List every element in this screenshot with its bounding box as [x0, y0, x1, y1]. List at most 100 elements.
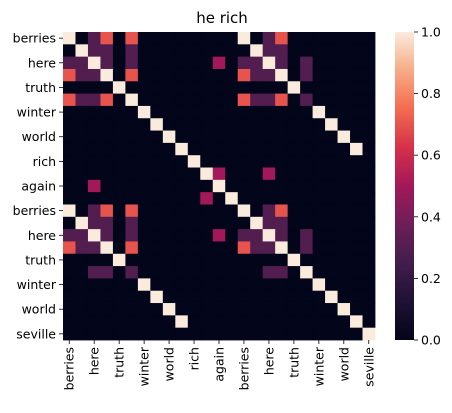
heatmap-cell	[325, 290, 338, 304]
heatmap-cell	[187, 290, 201, 304]
heatmap-cell	[212, 105, 226, 119]
heatmap-cell	[237, 179, 251, 193]
heatmap-cell	[75, 229, 89, 242]
heatmap-cell	[312, 56, 326, 70]
heatmap-cell	[225, 167, 239, 181]
heatmap-cell	[275, 44, 289, 58]
heatmap-cell	[362, 290, 376, 304]
heatmap-cell	[150, 118, 164, 131]
heatmap-cell	[175, 303, 189, 316]
heatmap-cell	[63, 278, 76, 292]
heatmap-cell	[137, 253, 151, 267]
heatmap-cell	[87, 118, 101, 131]
heatmap-cell	[337, 216, 351, 230]
heatmap-cell	[75, 68, 89, 82]
heatmap-cell	[237, 253, 251, 267]
heatmap-cell	[175, 118, 189, 131]
heatmap-cell	[362, 44, 376, 58]
heatmap-cell	[75, 56, 89, 70]
colorbar-tick-label: 0.4	[421, 209, 441, 224]
heatmap-cell	[275, 253, 289, 267]
heatmap-cell	[175, 266, 189, 279]
heatmap-cell	[250, 81, 264, 94]
heatmap-cell	[112, 142, 126, 156]
heatmap-cell	[237, 155, 251, 168]
heatmap-cell	[225, 266, 239, 279]
heatmap-cell	[100, 56, 114, 70]
heatmap-cell	[362, 216, 376, 230]
heatmap-cell	[212, 327, 226, 341]
heatmap-cell	[150, 327, 164, 341]
heatmap-cell	[300, 81, 313, 94]
heatmap-cell	[312, 253, 326, 267]
heatmap-cell	[187, 204, 201, 218]
heatmap-cell	[300, 229, 313, 242]
heatmap-cell	[63, 105, 76, 119]
heatmap-cell	[162, 167, 176, 181]
heatmap-cell	[125, 229, 139, 242]
heatmap-cell	[175, 241, 189, 255]
heatmap-cell	[287, 56, 301, 70]
heatmap-cell	[100, 229, 114, 242]
heatmap-cell	[75, 179, 89, 193]
heatmap-cell	[337, 204, 351, 218]
heatmap-cell	[63, 266, 76, 279]
heatmap-cell	[237, 93, 251, 107]
heatmap-cell	[125, 241, 139, 255]
heatmap-cell	[125, 32, 139, 45]
heatmap-cell	[112, 155, 126, 168]
column-tick-label: berries	[62, 347, 77, 390]
heatmap-cell	[350, 56, 363, 70]
heatmap-cell	[362, 253, 376, 267]
heatmap-cell	[137, 93, 151, 107]
heatmap-cell	[250, 155, 264, 168]
heatmap-cell	[237, 118, 251, 131]
heatmap-cell	[312, 315, 326, 329]
heatmap-cell	[287, 93, 301, 107]
heatmap-cell	[312, 93, 326, 107]
heatmap-cell	[237, 68, 251, 82]
heatmap-cell	[125, 315, 139, 329]
heatmap-cell	[287, 241, 301, 255]
heatmap-cell	[275, 118, 289, 131]
heatmap-cell	[300, 278, 313, 292]
heatmap-cell	[112, 241, 126, 255]
heatmap-cell	[100, 44, 114, 58]
heatmap-cell	[250, 315, 264, 329]
heatmap-cell	[175, 327, 189, 341]
heatmap-cell	[237, 204, 251, 218]
heatmap-cell	[237, 290, 251, 304]
heatmap-cell	[137, 266, 151, 279]
heatmap-cell	[312, 167, 326, 181]
heatmap-cell	[125, 278, 139, 292]
heatmap-cell	[262, 192, 276, 205]
heatmap-cell	[200, 155, 214, 168]
heatmap-cell	[362, 315, 376, 329]
heatmap-cell	[275, 155, 289, 168]
heatmap-cell	[300, 32, 313, 45]
heatmap-cell	[262, 327, 276, 341]
heatmap-cell	[237, 192, 251, 205]
heatmap-cell	[362, 105, 376, 119]
heatmap-cell	[63, 32, 76, 45]
heatmap-cell	[225, 327, 239, 341]
heatmap-cell	[187, 327, 201, 341]
heatmap-cell	[287, 142, 301, 156]
heatmap-cell	[237, 167, 251, 181]
heatmap-cell	[337, 105, 351, 119]
column-tick-label: berries	[236, 347, 251, 390]
heatmap-cell	[100, 266, 114, 279]
heatmap-cell	[162, 327, 176, 341]
heatmap-cell	[137, 167, 151, 181]
heatmap-cell	[137, 44, 151, 58]
heatmap-cell	[63, 155, 76, 168]
heatmap-cell	[162, 118, 176, 131]
heatmap-cell	[275, 93, 289, 107]
heatmap-cell	[262, 93, 276, 107]
heatmap-cell	[125, 303, 139, 316]
heatmap-cell	[250, 278, 264, 292]
heatmap-cell	[175, 93, 189, 107]
heatmap-cell	[75, 155, 89, 168]
heatmap-cell	[175, 216, 189, 230]
heatmap-cell	[200, 315, 214, 329]
